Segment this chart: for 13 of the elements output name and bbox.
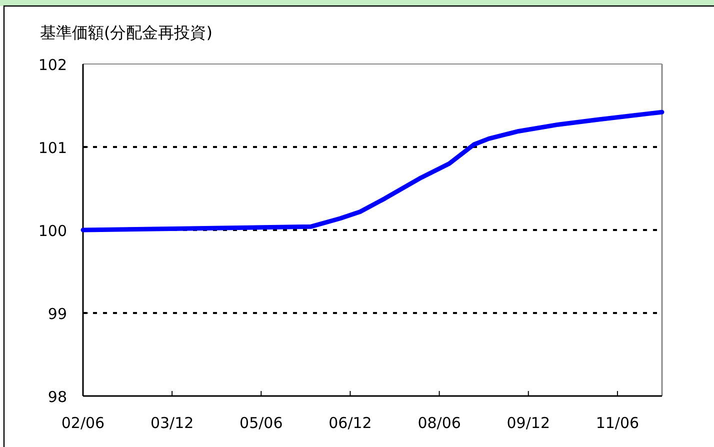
title: 基準価額(分配金再投資) xyxy=(40,23,212,42)
y-tick-label: 102 xyxy=(38,56,67,74)
y-tick-label: 98 xyxy=(48,388,67,406)
x-tick-label: 05/06 xyxy=(240,414,283,432)
y-tick-label: 99 xyxy=(48,305,67,323)
y-tick-label: 101 xyxy=(38,139,67,157)
x-tick-label: 11/06 xyxy=(596,414,640,432)
y-tick-label: 100 xyxy=(38,222,67,240)
x-tick-label: 03/12 xyxy=(150,414,194,432)
x-tick-label: 08/06 xyxy=(418,414,461,432)
x-tick-label: 09/12 xyxy=(506,414,550,432)
x-tick-label: 02/06 xyxy=(61,414,105,432)
x-tick-label: 06/12 xyxy=(328,414,372,432)
